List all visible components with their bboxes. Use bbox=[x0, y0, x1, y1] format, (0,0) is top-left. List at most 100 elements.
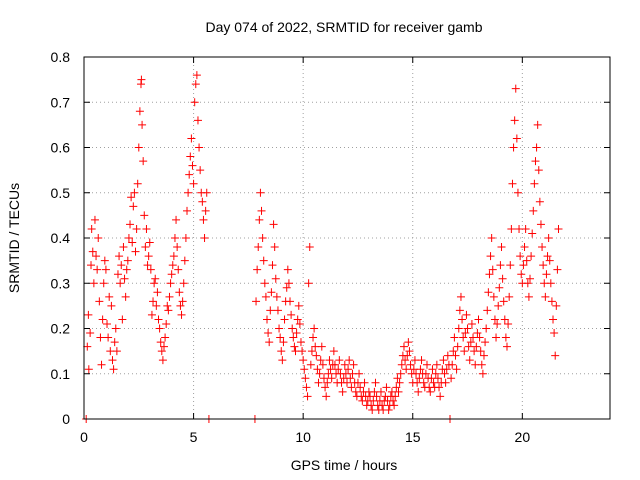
data-point bbox=[198, 197, 207, 206]
data-point bbox=[512, 134, 521, 143]
data-point bbox=[95, 297, 104, 306]
data-point bbox=[261, 292, 270, 301]
data-point bbox=[335, 356, 344, 365]
data-point bbox=[117, 261, 126, 270]
data-point bbox=[384, 405, 393, 414]
data-point bbox=[267, 288, 276, 297]
data-point bbox=[179, 279, 188, 288]
data-point bbox=[378, 401, 387, 410]
data-point bbox=[173, 243, 182, 252]
y-tick-label: 0.4 bbox=[51, 230, 71, 246]
data-point bbox=[124, 234, 133, 242]
data-point bbox=[180, 256, 189, 265]
data-point bbox=[543, 252, 552, 261]
data-point bbox=[502, 342, 511, 351]
data-point bbox=[428, 365, 437, 374]
data-point bbox=[509, 143, 518, 152]
data-point bbox=[126, 220, 135, 229]
data-point bbox=[84, 365, 93, 374]
data-point bbox=[139, 157, 148, 166]
data-point bbox=[498, 274, 507, 283]
axis-ticks bbox=[83, 56, 610, 420]
data-point bbox=[399, 342, 408, 351]
data-point bbox=[199, 215, 208, 224]
data-point bbox=[405, 347, 414, 356]
data-point bbox=[325, 356, 334, 365]
data-point bbox=[270, 243, 279, 252]
data-point bbox=[191, 80, 200, 89]
data-point bbox=[252, 297, 261, 306]
data-point bbox=[145, 238, 154, 247]
data-point bbox=[318, 360, 327, 369]
y-tick-label: 0.5 bbox=[51, 185, 71, 201]
data-point bbox=[272, 292, 281, 301]
data-point bbox=[376, 387, 385, 396]
data-point bbox=[187, 134, 196, 143]
data-point bbox=[500, 315, 509, 324]
data-point bbox=[516, 252, 525, 261]
data-point bbox=[143, 261, 152, 270]
data-point bbox=[175, 288, 184, 297]
x-tick-label: 20 bbox=[515, 429, 531, 445]
data-point bbox=[404, 338, 413, 347]
data-point bbox=[395, 378, 404, 387]
data-point bbox=[360, 378, 369, 387]
data-point bbox=[97, 360, 106, 369]
data-point bbox=[475, 333, 484, 342]
data-point bbox=[84, 310, 93, 319]
data-point bbox=[406, 360, 415, 369]
y-axis-title: SRMTID / TECUs bbox=[6, 183, 22, 293]
data-point bbox=[477, 360, 486, 369]
data-point bbox=[168, 261, 177, 270]
data-point bbox=[530, 179, 539, 188]
data-point bbox=[279, 338, 288, 347]
data-point bbox=[273, 306, 282, 315]
data-point bbox=[508, 179, 517, 188]
data-point bbox=[417, 356, 426, 365]
data-point bbox=[146, 265, 155, 274]
data-point bbox=[322, 392, 331, 401]
data-point bbox=[534, 166, 543, 175]
data-point bbox=[459, 333, 468, 342]
data-point bbox=[107, 301, 116, 310]
data-point bbox=[343, 378, 351, 387]
data-point bbox=[526, 274, 535, 283]
data-point bbox=[163, 301, 172, 310]
data-point bbox=[476, 347, 485, 356]
data-point bbox=[189, 179, 198, 188]
data-point bbox=[134, 143, 143, 152]
data-point bbox=[421, 369, 430, 378]
data-point bbox=[545, 256, 554, 265]
data-point bbox=[127, 193, 136, 202]
data-point bbox=[510, 116, 519, 125]
data-point bbox=[257, 206, 266, 215]
data-point bbox=[541, 292, 550, 301]
data-point bbox=[448, 360, 457, 369]
data-point bbox=[158, 356, 167, 365]
data-point bbox=[519, 261, 528, 270]
data-point bbox=[531, 157, 540, 166]
data-point bbox=[487, 234, 496, 242]
data-point bbox=[554, 224, 563, 233]
data-point bbox=[104, 333, 113, 342]
data-point bbox=[96, 333, 105, 342]
data-point bbox=[517, 270, 526, 279]
data-point bbox=[282, 283, 291, 292]
data-point bbox=[492, 333, 501, 342]
data-point bbox=[193, 116, 202, 125]
data-point bbox=[499, 297, 508, 306]
data-point bbox=[290, 342, 299, 351]
data-point bbox=[453, 342, 462, 351]
data-point bbox=[259, 256, 268, 265]
data-point bbox=[314, 378, 323, 387]
data-point bbox=[316, 356, 325, 365]
data-point bbox=[346, 374, 355, 383]
data-point bbox=[276, 333, 285, 342]
data-point bbox=[488, 265, 497, 274]
data-point bbox=[356, 383, 365, 392]
data-point bbox=[506, 261, 515, 270]
data-point bbox=[176, 301, 185, 310]
data-point bbox=[130, 188, 139, 197]
data-point bbox=[549, 315, 558, 324]
data-point bbox=[186, 152, 195, 161]
